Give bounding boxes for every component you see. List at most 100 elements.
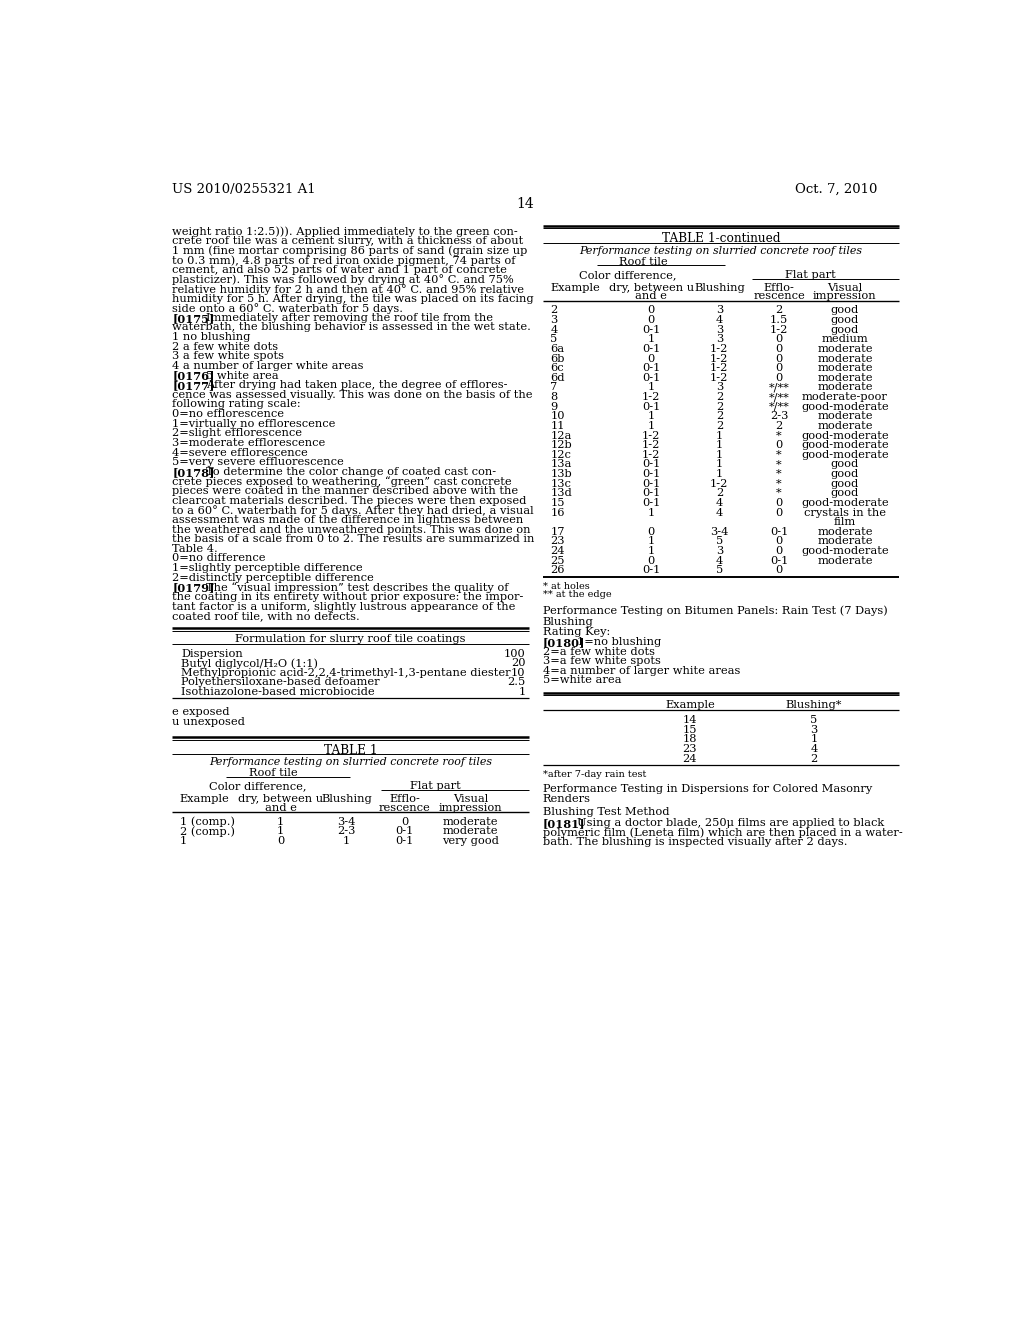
Text: 0-1: 0-1 — [770, 527, 788, 537]
Text: cence was assessed visually. This was done on the basis of the: cence was assessed visually. This was do… — [172, 389, 532, 400]
Text: 0-1: 0-1 — [642, 401, 660, 412]
Text: 100: 100 — [504, 648, 525, 659]
Text: humidity for 5 h. After drying, the tile was placed on its facing: humidity for 5 h. After drying, the tile… — [172, 293, 534, 304]
Text: 1=virtually no efflorescence: 1=virtually no efflorescence — [172, 418, 336, 429]
Text: *after 7-day rain test: *after 7-day rain test — [543, 770, 646, 779]
Text: 1-2: 1-2 — [710, 479, 728, 488]
Text: moderate: moderate — [817, 363, 872, 374]
Text: 0: 0 — [775, 508, 782, 517]
Text: Efflo-: Efflo- — [764, 284, 795, 293]
Text: 13d: 13d — [550, 488, 572, 499]
Text: moderate: moderate — [442, 817, 499, 826]
Text: 0-1: 0-1 — [642, 325, 660, 335]
Text: Isothiazolone-based microbiocide: Isothiazolone-based microbiocide — [181, 686, 375, 697]
Text: 10: 10 — [511, 668, 525, 677]
Text: 1-2: 1-2 — [770, 325, 788, 335]
Text: 24: 24 — [550, 546, 565, 556]
Text: 1: 1 — [647, 536, 654, 546]
Text: [0178]: [0178] — [172, 467, 215, 478]
Text: to 0.3 mm), 4.8 parts of red iron oxide pigment, 74 parts of: to 0.3 mm), 4.8 parts of red iron oxide … — [172, 255, 516, 265]
Text: */**: */** — [769, 383, 790, 392]
Text: waterbath, the blushing behavior is assessed in the wet state.: waterbath, the blushing behavior is asse… — [172, 322, 531, 333]
Text: *: * — [776, 469, 781, 479]
Text: tant factor is a uniform, slightly lustrous appearance of the: tant factor is a uniform, slightly lustr… — [172, 602, 515, 611]
Text: to a 60° C. waterbath for 5 days. After they had dried, a visual: to a 60° C. waterbath for 5 days. After … — [172, 506, 534, 516]
Text: 3: 3 — [716, 305, 723, 315]
Text: Oct. 7, 2010: Oct. 7, 2010 — [795, 183, 878, 197]
Text: 0: 0 — [775, 354, 782, 363]
Text: following rating scale:: following rating scale: — [172, 400, 301, 409]
Text: bath. The blushing is inspected visually after 2 days.: bath. The blushing is inspected visually… — [543, 837, 847, 847]
Text: 3: 3 — [716, 325, 723, 335]
Text: 2 a few white dots: 2 a few white dots — [172, 342, 279, 351]
Text: US 2010/0255321 A1: US 2010/0255321 A1 — [172, 183, 315, 197]
Text: 15: 15 — [550, 498, 565, 508]
Text: 3=moderate efflorescence: 3=moderate efflorescence — [172, 438, 326, 447]
Text: 5 white area: 5 white area — [206, 371, 279, 380]
Text: 5: 5 — [550, 334, 558, 345]
Text: 6a: 6a — [550, 345, 564, 354]
Text: 0-1: 0-1 — [642, 565, 660, 576]
Text: weight ratio 1:2.5))). Applied immediately to the green con-: weight ratio 1:2.5))). Applied immediate… — [172, 226, 518, 236]
Text: moderate: moderate — [817, 536, 872, 546]
Text: Using a doctor blade, 250μ films are applied to black: Using a doctor blade, 250μ films are app… — [577, 818, 884, 828]
Text: cement, and also 52 parts of water and 1 part of concrete: cement, and also 52 parts of water and 1… — [172, 264, 507, 275]
Text: [0175]: [0175] — [172, 313, 214, 323]
Text: Immediately after removing the roof tile from the: Immediately after removing the roof tile… — [206, 313, 494, 323]
Text: Visual: Visual — [827, 284, 862, 293]
Text: 0: 0 — [775, 536, 782, 546]
Text: */**: */** — [769, 401, 790, 412]
Text: 3-4: 3-4 — [710, 527, 728, 537]
Text: 2: 2 — [716, 488, 723, 499]
Text: 2: 2 — [716, 412, 723, 421]
Text: 0-1: 0-1 — [642, 459, 660, 470]
Text: [0179]: [0179] — [172, 582, 215, 593]
Text: 1: 1 — [716, 469, 723, 479]
Text: 1 mm (fine mortar comprising 86 parts of sand (grain size up: 1 mm (fine mortar comprising 86 parts of… — [172, 246, 527, 256]
Text: 4: 4 — [716, 556, 723, 566]
Text: 2.5: 2.5 — [507, 677, 525, 688]
Text: 4: 4 — [810, 744, 817, 754]
Text: Example: Example — [180, 795, 229, 804]
Text: crete roof tile was a cement slurry, with a thickness of about: crete roof tile was a cement slurry, wit… — [172, 236, 523, 246]
Text: 11: 11 — [550, 421, 565, 430]
Text: good-moderate: good-moderate — [801, 401, 889, 412]
Text: Efflo-: Efflo- — [389, 795, 420, 804]
Text: 2=slight efflorescence: 2=slight efflorescence — [172, 428, 302, 438]
Text: e exposed: e exposed — [172, 708, 229, 717]
Text: good: good — [830, 469, 859, 479]
Text: TABLE 1: TABLE 1 — [324, 743, 377, 756]
Text: 1-2: 1-2 — [710, 363, 728, 374]
Text: 2-3: 2-3 — [337, 826, 355, 837]
Text: 16: 16 — [550, 508, 565, 517]
Text: *: * — [776, 450, 781, 459]
Text: 2: 2 — [716, 401, 723, 412]
Text: good-moderate: good-moderate — [801, 498, 889, 508]
Text: [0180]: [0180] — [543, 638, 585, 648]
Text: 4=severe efflorescence: 4=severe efflorescence — [172, 447, 308, 458]
Text: good-moderate: good-moderate — [801, 450, 889, 459]
Text: assessment was made of the difference in lightness between: assessment was made of the difference in… — [172, 515, 523, 525]
Text: good: good — [830, 488, 859, 499]
Text: 0: 0 — [775, 546, 782, 556]
Text: 1: 1 — [647, 412, 654, 421]
Text: *: * — [776, 488, 781, 499]
Text: rescence: rescence — [753, 292, 805, 301]
Text: To determine the color change of coated cast con-: To determine the color change of coated … — [206, 467, 497, 477]
Text: impression: impression — [813, 292, 877, 301]
Text: 0-1: 0-1 — [770, 556, 788, 566]
Text: 6c: 6c — [550, 363, 564, 374]
Text: 1-2: 1-2 — [642, 430, 660, 441]
Text: Example: Example — [665, 700, 715, 710]
Text: 20: 20 — [511, 659, 525, 668]
Text: 0-1: 0-1 — [642, 488, 660, 499]
Text: Roof tile: Roof tile — [249, 768, 297, 779]
Text: 18: 18 — [683, 734, 697, 744]
Text: 0: 0 — [647, 305, 654, 315]
Text: 1 (comp.): 1 (comp.) — [180, 817, 234, 828]
Text: 8: 8 — [550, 392, 558, 403]
Text: crete pieces exposed to weathering, “green” cast concrete: crete pieces exposed to weathering, “gre… — [172, 477, 512, 487]
Text: 23: 23 — [550, 536, 565, 546]
Text: Color difference,: Color difference, — [209, 781, 306, 791]
Text: film: film — [834, 517, 856, 527]
